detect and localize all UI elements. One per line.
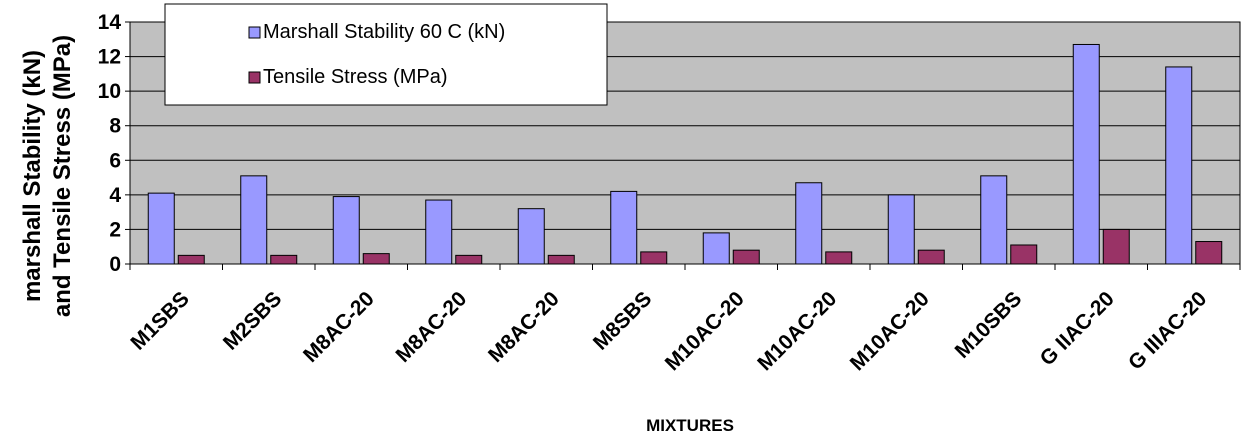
y-tick-label: 14 <box>98 11 122 34</box>
bar-tensile-stress <box>270 254 298 265</box>
x-axis-categories: M1SBS M2SBS M8AC-20 M8AC-20 M8AC-20 M8SBS M10A… <box>126 264 1241 375</box>
x-category-label: M1SBS <box>126 287 193 354</box>
y-axis-ticks: 0 2 4 6 8 10 12 14 <box>98 11 130 276</box>
bar-tensile-stress <box>1010 244 1038 265</box>
bar-marshall-stability <box>240 175 268 265</box>
bar-marshall-stability <box>425 199 453 265</box>
x-category-label: M10AC-20 <box>846 287 934 375</box>
y-tick-label: 0 <box>109 253 121 276</box>
bar-marshall-stability <box>795 182 823 265</box>
bar-marshall-stability <box>887 194 915 265</box>
bar-marshall-stability <box>702 232 730 265</box>
x-category-label: M8AC-20 <box>391 287 471 367</box>
bar-tensile-stress <box>1102 228 1130 265</box>
bar-marshall-stability <box>147 192 175 265</box>
y-axis-title-line-2: and Tensile Stress (MPa) <box>49 35 76 317</box>
bar-marshall-stability <box>1072 43 1100 265</box>
y-tick-label: 10 <box>98 80 121 103</box>
bar-tensile-stress <box>640 251 668 265</box>
bar-tensile-stress <box>177 254 205 265</box>
legend: Marshall Stability 60 C (kN) Tensile Str… <box>164 3 608 106</box>
legend-label-tensile-stress: Tensile Stress (MPa) <box>263 66 448 88</box>
bar-marshall-stability <box>517 208 545 265</box>
bar-tensile-stress <box>732 249 760 265</box>
x-category-label: G IIAC-20 <box>1036 287 1119 370</box>
bar-tensile-stress <box>917 249 945 265</box>
bar-marshall-stability <box>980 175 1008 265</box>
bars <box>147 43 1223 265</box>
x-category-label: M10SBS <box>951 287 1027 363</box>
legend-swatch-marshall-stability <box>248 26 261 39</box>
y-axis-title-line-1: marshall Stability (kN) <box>19 50 46 302</box>
legend-box <box>164 3 608 106</box>
x-axis-title: MIXTURES <box>646 416 734 435</box>
x-category-label: M10AC-20 <box>661 287 749 375</box>
y-tick-label: 2 <box>109 218 121 241</box>
x-category-label: G IIIAC-20 <box>1124 287 1211 374</box>
bar-tensile-stress <box>547 254 575 265</box>
legend-label-marshall-stability: Marshall Stability 60 C (kN) <box>263 21 505 43</box>
legend-swatch-tensile-stress <box>248 71 261 84</box>
x-category-label: M8AC-20 <box>484 287 564 367</box>
y-tick-label: 8 <box>109 115 121 138</box>
bar-tensile-stress <box>455 254 483 265</box>
x-category-label: M10AC-20 <box>753 287 841 375</box>
y-tick-label: 12 <box>98 46 121 69</box>
bar-tensile-stress <box>825 251 853 265</box>
y-tick-label: 4 <box>109 184 121 207</box>
bar-marshall-stability <box>1165 66 1193 265</box>
x-category-label: M8SBS <box>589 287 656 354</box>
y-tick-label: 6 <box>109 149 121 172</box>
x-category-label: M2SBS <box>219 287 286 354</box>
bar-tensile-stress <box>1195 241 1223 265</box>
bar-tensile-stress <box>362 253 390 265</box>
bar-marshall-stability <box>610 190 638 265</box>
x-category-label: M8AC-20 <box>299 287 379 367</box>
bar-marshall-stability <box>332 196 360 265</box>
